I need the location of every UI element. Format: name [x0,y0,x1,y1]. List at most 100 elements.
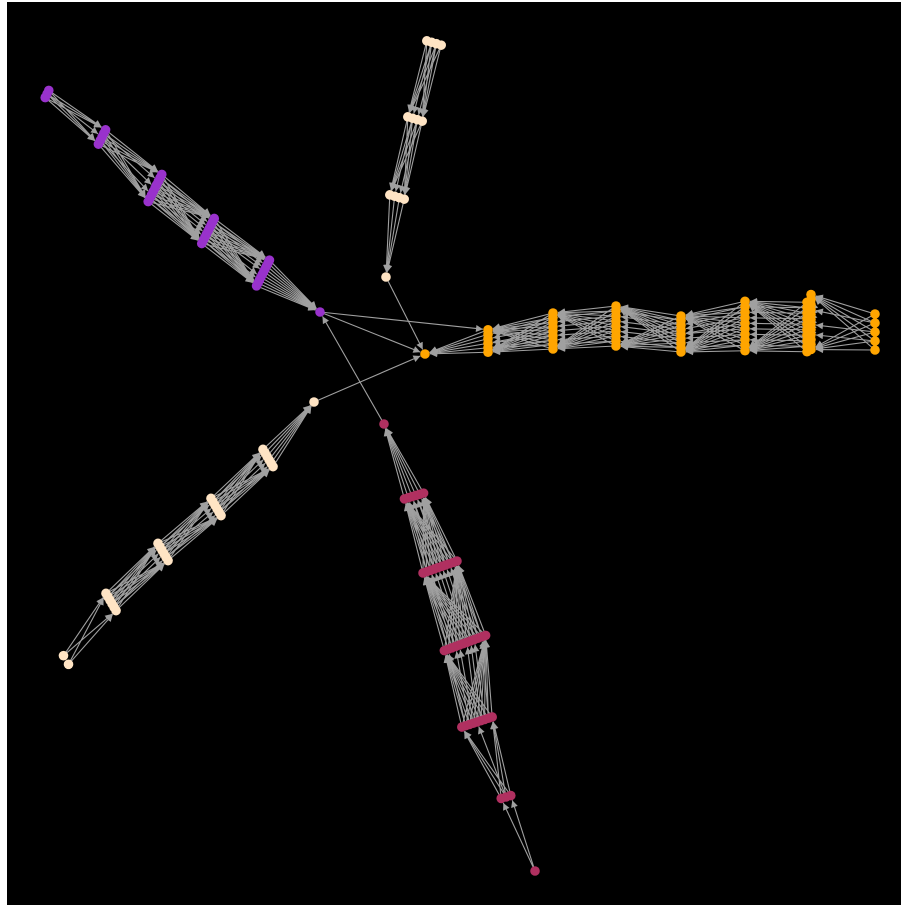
orange-node [740,345,750,356]
graph-edge [161,174,200,240]
graph-edge [685,344,746,355]
graph-edge [748,303,808,342]
graph-edge [210,452,260,499]
peach-left-node [163,555,173,566]
graph-edge [443,655,463,728]
graph-edge [457,565,483,637]
graph-edge [266,405,312,457]
graph-edge [425,576,475,640]
graph-edge [201,243,253,284]
graph-edge [167,518,218,562]
graph-edge [383,196,396,273]
graph-edge [165,501,209,558]
purple-node [43,85,54,96]
graph-edge [557,330,617,339]
graph-edge [103,132,159,172]
graph-edge [202,239,254,284]
graph-edge [619,308,682,353]
graph-edge [386,428,425,494]
graph-edge [425,576,479,639]
graph-edge [384,197,400,273]
peach-left-node [58,650,69,661]
graph-edge [263,271,317,310]
orange-node [870,309,880,319]
graph-edge [268,405,312,461]
graph-edge [748,303,808,347]
graph-edge [389,116,409,191]
graph-edge [383,194,391,273]
graph-edge [44,97,96,142]
graph-edge [424,577,464,644]
peach-left-node [111,605,121,616]
graph-edge [152,190,203,232]
graph-edge [111,546,156,605]
graph-edge [685,306,746,318]
graph-edge [417,499,447,566]
graph-edge [446,654,486,720]
network-graph [40,36,880,876]
graph-edge [619,308,682,348]
graph-edge [424,577,460,646]
graph-edge [406,502,450,565]
orange-node [806,344,816,355]
graph-edge [264,405,311,454]
graph-edge [113,547,156,608]
graph-edge [557,311,617,322]
graph-edge [458,565,487,636]
graph-edge [406,502,443,567]
graph-edge [68,597,105,665]
graph-edge [478,726,507,798]
graph-edge [159,177,211,216]
graph-edge [416,499,443,567]
edge-layer [44,40,876,872]
hub-edge [385,276,424,350]
graph-edge [206,233,258,275]
graph-edge [620,342,682,350]
graph-edge [209,227,254,283]
graph-edge [815,322,876,333]
graph-edge [46,93,99,135]
graph-edge [385,428,421,495]
graph-edge [161,501,208,551]
graph-edge [385,428,417,496]
orange-node [611,341,621,351]
graph-edge [159,177,200,240]
graph-edge [492,312,554,331]
graph-edge [207,230,254,283]
graph-edge [749,323,808,350]
graph-edge [419,40,428,117]
graph-edge [557,305,617,316]
orange-node [420,349,430,359]
graph-edge [815,340,876,352]
graph-edge [620,343,682,353]
graph-edge [492,343,554,351]
purple-node [100,125,111,135]
graph-edge [492,325,554,333]
graph-edge [159,501,208,548]
graph-edge [115,563,165,612]
graph-edge [109,546,156,601]
graph-edge [620,338,682,349]
graph-edge [458,649,474,724]
graph-edge [115,547,156,611]
graph-edge [557,315,617,348]
graph-edge [815,313,876,348]
graph-edge [48,89,102,128]
graph-edge [444,655,467,726]
graph-edge [815,331,876,350]
crimson-node [452,556,462,566]
graph-edge [218,453,261,513]
graph-edge [161,173,211,216]
graph-edge [63,613,113,657]
graph-edge [446,654,482,722]
graph-edge [557,313,617,337]
graph-edge [429,347,489,357]
graph-edge [416,43,437,116]
graph-edge [815,332,876,342]
graph-edge [46,93,102,128]
graph-edge [68,614,114,665]
graph-edge [220,453,261,516]
orange-node [676,347,686,357]
graph-edge [438,572,464,644]
graph-edge [262,404,311,450]
